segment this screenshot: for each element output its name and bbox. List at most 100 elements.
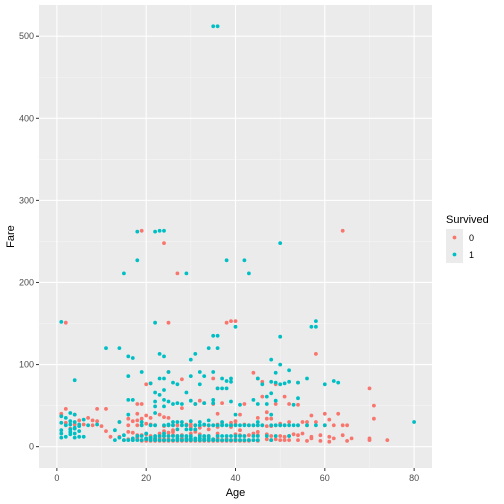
data-point-survived-1 <box>153 404 158 409</box>
data-point-survived-1 <box>77 422 82 427</box>
data-point-survived-1 <box>224 434 229 438</box>
data-point-survived-1 <box>63 434 68 439</box>
data-point-survived-1 <box>224 438 229 442</box>
data-point-survived-1 <box>314 324 318 329</box>
data-point-survived-1 <box>130 436 135 441</box>
data-point-survived-1 <box>255 376 260 381</box>
data-point-survived-1 <box>63 423 68 428</box>
data-point-survived-1 <box>269 423 274 428</box>
data-point-survived-1 <box>211 398 216 402</box>
major-gridlines <box>39 5 432 468</box>
data-point-survived-0 <box>327 434 332 439</box>
data-point-survived-0 <box>63 407 68 411</box>
data-point-survived-1 <box>211 24 216 29</box>
data-point-survived-1 <box>309 324 314 329</box>
data-point-survived-0 <box>144 421 149 426</box>
data-point-survived-1 <box>247 271 251 276</box>
data-point-survived-1 <box>206 346 211 350</box>
data-point-survived-1 <box>184 271 189 276</box>
data-point-survived-1 <box>166 438 171 442</box>
data-point-survived-1 <box>162 431 166 436</box>
data-point-survived-0 <box>291 432 296 437</box>
data-point-survived-1 <box>130 398 135 402</box>
data-point-survived-1 <box>247 438 251 442</box>
data-point-survived-1 <box>242 423 247 428</box>
data-point-survived-1 <box>139 434 144 438</box>
data-point-survived-1 <box>215 438 220 442</box>
data-point-survived-1 <box>139 438 144 442</box>
data-point-survived-0 <box>278 438 283 442</box>
x-tick-label: 60 <box>320 473 330 483</box>
data-point-survived-0 <box>305 420 309 424</box>
data-point-survived-1 <box>322 382 327 387</box>
data-point-survived-0 <box>99 424 104 428</box>
data-point-survived-1 <box>255 402 260 406</box>
data-point-survived-0 <box>171 428 175 433</box>
data-point-survived-1 <box>77 429 82 433</box>
data-point-survived-1 <box>255 423 260 428</box>
data-point-survived-1 <box>72 420 77 424</box>
data-point-survived-1 <box>278 382 283 387</box>
x-axis-title: Age <box>226 487 246 499</box>
data-point-survived-0 <box>296 433 300 438</box>
data-point-survived-0 <box>372 416 376 421</box>
data-point-survived-1 <box>202 374 207 378</box>
data-point-survived-1 <box>126 398 131 402</box>
data-point-survived-0 <box>238 428 242 433</box>
data-point-survived-1 <box>188 357 193 362</box>
data-point-survived-1 <box>162 404 166 409</box>
data-point-survived-1 <box>184 434 189 438</box>
data-point-survived-0 <box>242 402 247 406</box>
data-point-survived-0 <box>247 433 251 438</box>
data-point-survived-0 <box>157 412 162 417</box>
data-point-survived-1 <box>233 434 238 438</box>
legend-label: 0 <box>469 233 474 243</box>
data-point-survived-1 <box>81 434 86 439</box>
data-point-survived-1 <box>224 423 229 428</box>
data-point-survived-0 <box>162 415 166 419</box>
data-point-survived-1 <box>251 438 256 442</box>
data-point-survived-0 <box>130 430 135 435</box>
data-point-survived-0 <box>233 419 238 424</box>
data-point-survived-1 <box>255 434 260 438</box>
data-point-survived-1 <box>126 354 131 359</box>
data-point-survived-1 <box>242 438 247 442</box>
data-point-survived-1 <box>68 427 73 432</box>
x-tick-label: 20 <box>141 473 151 483</box>
data-point-survived-1 <box>175 382 180 387</box>
data-point-survived-1 <box>238 438 242 442</box>
data-point-survived-1 <box>269 379 274 384</box>
data-point-survived-1 <box>86 423 90 428</box>
data-point-survived-1 <box>59 431 64 436</box>
data-point-survived-0 <box>166 320 171 325</box>
data-point-survived-0 <box>144 382 149 387</box>
data-point-survived-1 <box>238 423 242 428</box>
data-point-survived-1 <box>193 402 198 406</box>
data-point-survived-1 <box>139 370 144 374</box>
data-point-survived-1 <box>59 320 64 324</box>
data-point-survived-0 <box>372 403 376 408</box>
data-point-survived-0 <box>296 438 300 442</box>
data-points <box>59 24 416 444</box>
legend-key-point <box>452 235 457 240</box>
data-point-survived-1 <box>188 374 193 378</box>
x-tick-label: 0 <box>54 473 59 483</box>
data-point-survived-1 <box>229 399 233 404</box>
data-point-survived-0 <box>300 420 305 424</box>
data-point-survived-0 <box>135 411 140 416</box>
data-point-survived-0 <box>282 438 287 442</box>
data-point-survived-0 <box>126 430 131 434</box>
data-point-survived-0 <box>139 402 144 406</box>
data-point-survived-0 <box>86 416 90 420</box>
data-point-survived-1 <box>211 370 216 374</box>
data-point-survived-1 <box>220 438 225 442</box>
data-point-survived-1 <box>305 376 309 381</box>
data-point-survived-1 <box>153 229 158 234</box>
data-point-survived-1 <box>197 370 202 374</box>
data-point-survived-1 <box>135 438 140 442</box>
data-point-survived-1 <box>77 434 82 439</box>
data-point-survived-0 <box>175 423 180 428</box>
legend-title: Survived <box>446 214 489 226</box>
data-point-survived-0 <box>296 402 300 407</box>
